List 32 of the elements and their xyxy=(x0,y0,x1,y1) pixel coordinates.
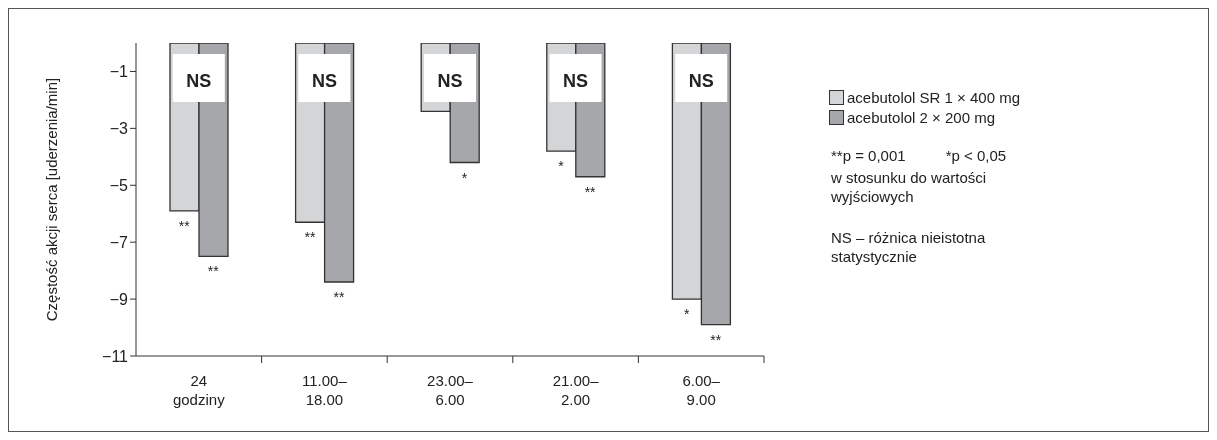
y-tick-label: −9 xyxy=(109,290,129,308)
y-axis-title: Częstość akcji serca [uderzenia/min] xyxy=(43,77,61,322)
annotation: * xyxy=(683,306,690,323)
y-tick-label: −1 xyxy=(109,63,129,81)
y-tick-label: −7 xyxy=(109,233,129,251)
annotation: ** xyxy=(710,331,722,348)
text: w stosunku do wartości wyjściowych xyxy=(831,168,988,206)
x-tick-label: 11.00– 18.00 xyxy=(302,372,348,408)
legend-label: acebutolol 2 × 200 mg xyxy=(847,108,996,126)
annotation: ** xyxy=(304,229,316,246)
annotation: NS xyxy=(311,70,337,91)
text: *p < 0,05 xyxy=(945,147,1007,164)
annotation: ** xyxy=(584,183,597,200)
y-tick-label: −11 xyxy=(102,347,129,365)
y-tick-label: −3 xyxy=(109,120,129,138)
legend-label: acebutolol SR 1 × 400 mg xyxy=(847,88,1021,106)
annotation: NS xyxy=(563,70,589,91)
y-tick-label: −5 xyxy=(109,176,129,194)
x-tick-label: 24 godziny xyxy=(172,372,226,408)
x-tick-label: 21.00– 2.00 xyxy=(552,372,600,408)
x-tick-label: 6.00– 9.00 xyxy=(682,372,721,408)
annotation: * xyxy=(461,169,468,186)
annotation: ** xyxy=(333,289,345,306)
annotation: ** xyxy=(178,217,191,234)
annotation: NS xyxy=(437,70,463,91)
annotation: ** xyxy=(207,263,220,280)
annotation: NS xyxy=(186,70,212,91)
x-tick-label: 23.00– 6.00 xyxy=(427,372,474,408)
text: NS – różnica nieistotna statystycznie xyxy=(831,228,987,266)
annotation: NS xyxy=(688,70,714,91)
text: **p = 0,001 xyxy=(831,147,906,164)
annotation: * xyxy=(558,158,565,175)
